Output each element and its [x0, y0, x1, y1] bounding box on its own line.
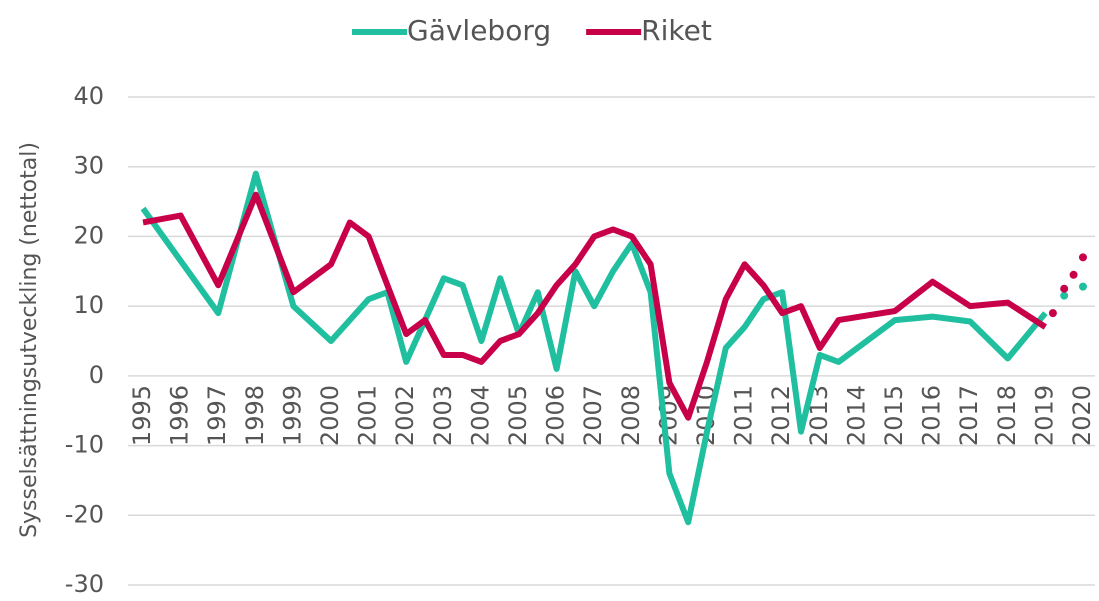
forecast-point	[1078, 253, 1087, 262]
x-tick-label: 2001	[354, 385, 382, 446]
x-tick-label: 2015	[880, 385, 908, 446]
x-tick-label: 2008	[617, 385, 645, 446]
x-tick-label: 2003	[429, 385, 457, 446]
x-tick-label: 2005	[504, 385, 532, 446]
forecast-point	[1078, 282, 1087, 291]
forecast-point	[1048, 309, 1057, 318]
y-axis-title: Sysselsättningsutveckling (nettotal)	[17, 142, 42, 538]
y-tick-label: -20	[65, 500, 104, 528]
x-tick-label: 2002	[391, 385, 419, 446]
x-tick-label: 2006	[542, 385, 570, 446]
legend-label: Riket	[641, 14, 712, 47]
forecast-point	[1060, 291, 1069, 300]
x-tick-label: 1999	[278, 385, 306, 446]
x-tick-label: 2019	[1030, 385, 1058, 446]
x-tick-label: 1996	[166, 385, 194, 446]
x-tick-label: 2011	[730, 385, 758, 446]
x-tick-label: 2018	[993, 385, 1021, 446]
line-series	[142, 191, 1048, 421]
forecast-point	[1060, 284, 1069, 293]
x-tick-label: 2014	[842, 385, 870, 446]
line-series	[140, 170, 1048, 526]
x-tick-label: 1997	[203, 385, 231, 446]
y-tick-label: -10	[65, 431, 104, 459]
x-tick-label: 2017	[955, 385, 983, 446]
y-tick-label: 30	[73, 152, 104, 180]
legend-label: Gävleborg	[407, 14, 551, 47]
x-tick-label: 1995	[128, 385, 156, 446]
y-tick-label: 40	[73, 82, 104, 110]
x-tick-label: 1998	[241, 385, 269, 446]
y-tick-label: -30	[65, 570, 104, 597]
x-tick-label: 2020	[1068, 385, 1096, 446]
y-tick-label: 10	[73, 291, 104, 319]
x-tick-label: 2016	[918, 385, 946, 446]
y-tick-label: 0	[89, 361, 104, 389]
y-tick-label: 20	[73, 221, 104, 249]
x-tick-label: 2004	[466, 385, 494, 446]
x-tick-label: 2012	[767, 385, 795, 446]
forecast-point	[1069, 270, 1078, 279]
x-tick-label: 2000	[316, 385, 344, 446]
x-tick-label: 2007	[579, 385, 607, 446]
